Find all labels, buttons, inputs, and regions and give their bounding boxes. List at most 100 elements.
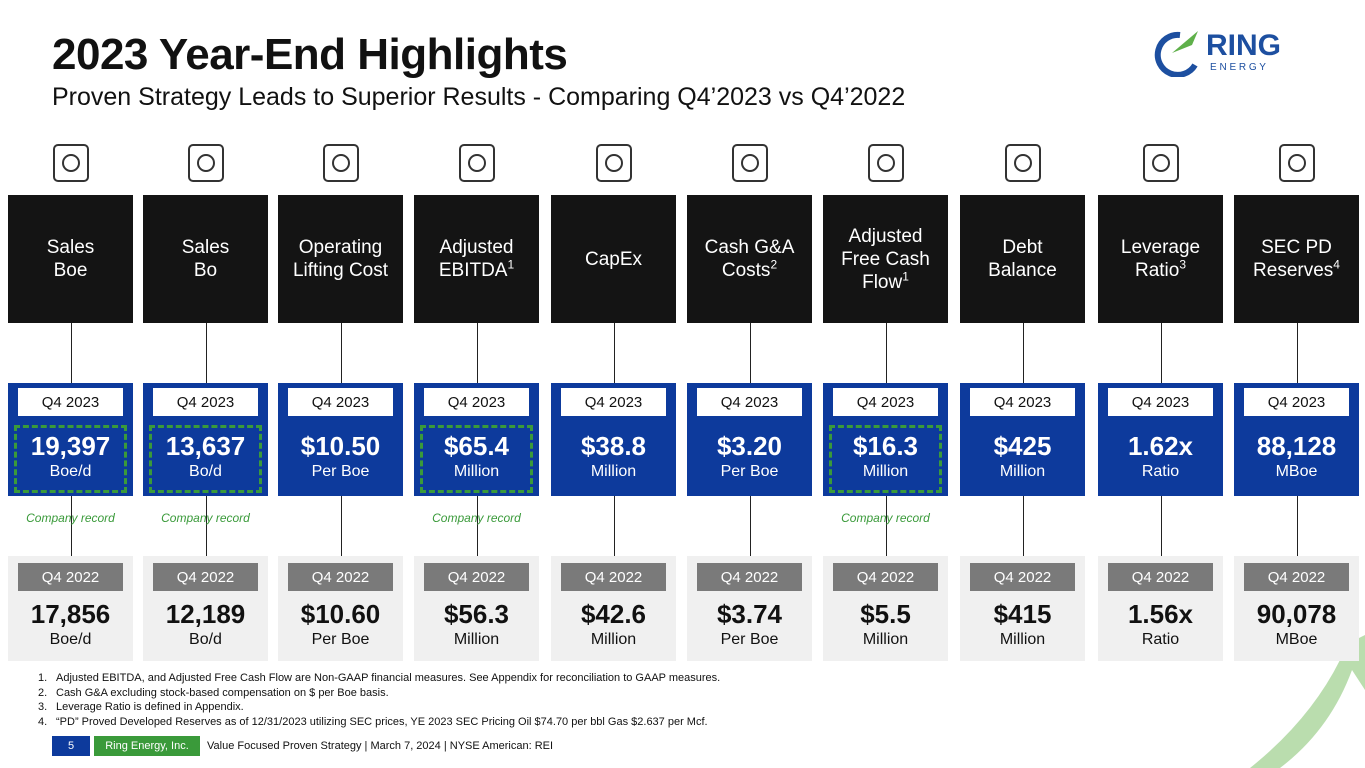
prior-unit: Million <box>999 631 1046 648</box>
label-text: Sales <box>181 237 230 258</box>
record-note: Company record <box>26 511 115 525</box>
prior-unit: Bo/d <box>189 631 222 648</box>
icon-shape <box>731 144 768 182</box>
connector <box>613 496 615 556</box>
prior-unit: MBoe <box>1275 631 1318 648</box>
icon-shape <box>322 144 359 182</box>
prior-value: 90,078 <box>1256 599 1337 629</box>
current-unit: Per Boe <box>720 463 779 480</box>
label-line: Flow1 <box>862 269 909 294</box>
metric-label: SEC PD Reserves4 <box>1234 195 1359 323</box>
decor-arrow <box>1250 635 1365 768</box>
icon-shape <box>595 144 632 182</box>
label-line: Operating <box>299 236 382 259</box>
icon-shape <box>1142 144 1179 182</box>
label-text: Debt <box>1002 237 1043 258</box>
prior-period: Q4 2022 <box>288 563 393 591</box>
prior-unit: Million <box>862 631 909 648</box>
connector <box>205 496 207 556</box>
connector <box>749 496 751 556</box>
label-text: Bo <box>193 260 218 281</box>
record-frame <box>14 425 127 493</box>
connector <box>1160 496 1162 556</box>
label-line: Lifting Cost <box>293 259 388 282</box>
connector <box>1022 323 1024 383</box>
connector <box>885 323 887 383</box>
current-value: $3.20 <box>716 431 783 461</box>
record-frame <box>829 425 942 493</box>
connector <box>340 496 342 556</box>
icon <box>595 144 632 182</box>
icon <box>1004 144 1041 182</box>
prior-unit: Million <box>453 631 500 648</box>
icon-shape <box>52 144 89 182</box>
metric-label: Leverage Ratio3 <box>1098 195 1223 323</box>
connector <box>613 323 615 383</box>
label-line: Adjusted <box>440 236 514 259</box>
icon <box>322 144 359 182</box>
connector <box>476 496 478 556</box>
label-line: Boe <box>54 259 88 282</box>
icon-shape <box>1278 144 1315 182</box>
icon <box>867 144 904 182</box>
arrow-shape <box>1250 635 1365 768</box>
record-note: Company record <box>841 511 930 525</box>
prior-unit: Per Boe <box>720 631 779 648</box>
icon <box>1278 144 1315 182</box>
footnote-ref: 1 <box>902 269 909 284</box>
prior-unit: Boe/d <box>49 631 92 648</box>
current-period: Q4 2023 <box>1108 388 1213 416</box>
current-unit: Million <box>590 463 637 480</box>
footnote-ref: 4 <box>1333 257 1340 272</box>
prior-period: Q4 2022 <box>970 563 1075 591</box>
metric-label: Adjusted EBITDA1 <box>414 195 539 323</box>
icon-shape <box>1287 154 1306 172</box>
metric-label: CapEx <box>551 195 676 323</box>
label-text: Sales <box>46 237 95 258</box>
connector <box>70 496 72 556</box>
icon-shape <box>196 154 215 172</box>
metric-label: Debt Balance <box>960 195 1085 323</box>
label-text: Ratio <box>1134 260 1180 281</box>
metric-label: Adjusted Free Cash Flow1 <box>823 195 948 323</box>
prior-unit: Per Boe <box>311 631 370 648</box>
label-text: Cash G&A <box>704 237 795 258</box>
record-note: Company record <box>161 511 250 525</box>
label-text: Operating <box>298 237 383 258</box>
prior-period: Q4 2022 <box>833 563 938 591</box>
prior-value: 17,856 <box>30 599 111 629</box>
icon-shape <box>61 154 80 172</box>
icon-shape <box>467 154 486 172</box>
icon-shape <box>1151 154 1170 172</box>
prior-value: $5.5 <box>860 599 911 629</box>
label-text: EBITDA <box>438 260 508 281</box>
icon <box>1142 144 1179 182</box>
connector <box>885 496 887 556</box>
footnote-ref: 3 <box>1179 257 1187 272</box>
label-line: Reserves4 <box>1253 259 1340 282</box>
logo-arrow <box>1172 31 1198 53</box>
logo-name: RING <box>1206 29 1281 62</box>
footer-text: Value Focused Proven Strategy | March 7,… <box>207 740 554 752</box>
connector <box>1296 323 1298 383</box>
current-unit: Million <box>453 463 500 480</box>
title: 2023 Year-End Highlights <box>52 30 568 79</box>
logo-tagline: E N E R G Y <box>1210 62 1266 73</box>
footnote-marker: 2. <box>38 686 48 699</box>
connector <box>749 323 751 383</box>
label-text: Lifting Cost <box>292 260 389 281</box>
icon-shape <box>867 144 904 182</box>
label-text: Balance <box>988 260 1057 281</box>
current-period: Q4 2023 <box>833 388 938 416</box>
record-frame <box>420 425 533 493</box>
current-value: 1.62x <box>1127 431 1194 461</box>
current-unit: Per Boe <box>311 463 370 480</box>
icon <box>52 144 89 182</box>
label-line: Ratio3 <box>1135 259 1186 282</box>
prior-value: $56.3 <box>443 599 510 629</box>
label-text: CapEx <box>584 248 643 270</box>
footnote-marker: 4. <box>38 715 48 728</box>
prior-period: Q4 2022 <box>1244 563 1349 591</box>
current-period: Q4 2023 <box>561 388 666 416</box>
